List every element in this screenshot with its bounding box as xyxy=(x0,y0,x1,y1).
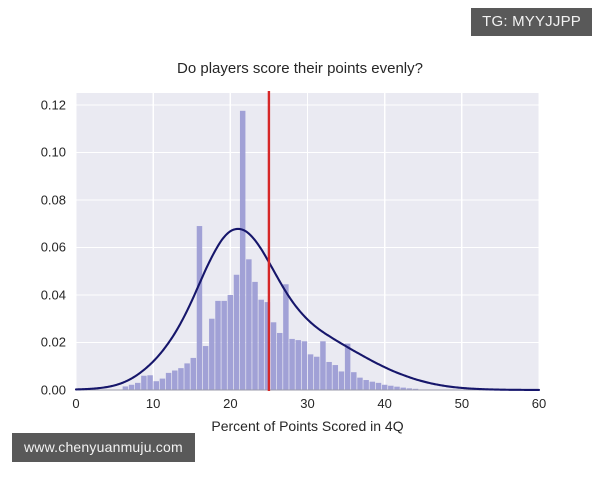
histogram-bars xyxy=(122,110,419,390)
x-tick-label: 0 xyxy=(72,396,80,411)
gridlines xyxy=(75,93,540,391)
plot-area xyxy=(74,91,541,391)
y-tick-label: 0.02 xyxy=(40,334,66,350)
y-tick-label: 0.10 xyxy=(40,144,66,160)
x-tick-label: 40 xyxy=(377,396,392,411)
y-tick-label: 0.08 xyxy=(40,192,66,208)
y-tick-label: 0.04 xyxy=(40,287,66,303)
kde-curve xyxy=(74,227,541,391)
y-tick-label: 0.00 xyxy=(40,382,66,398)
y-tick-label: 0.06 xyxy=(40,239,66,255)
y-tick-label: 0.12 xyxy=(40,97,66,113)
x-tick-label: 30 xyxy=(300,396,315,411)
telegram-watermark-badge: TG: MYYJJPP xyxy=(471,8,592,36)
x-tick-label: 10 xyxy=(145,396,161,411)
x-tick-label: 60 xyxy=(531,396,547,411)
histogram-svg xyxy=(74,91,541,391)
website-watermark-badge: www.chenyuanmuju.com xyxy=(12,433,195,462)
x-tick-label: 50 xyxy=(454,396,470,411)
x-axis-label: Percent of Points Scored in 4Q xyxy=(211,418,404,434)
x-tick-label: 20 xyxy=(223,396,238,411)
chart-title: Do players score their points evenly? xyxy=(177,60,423,77)
